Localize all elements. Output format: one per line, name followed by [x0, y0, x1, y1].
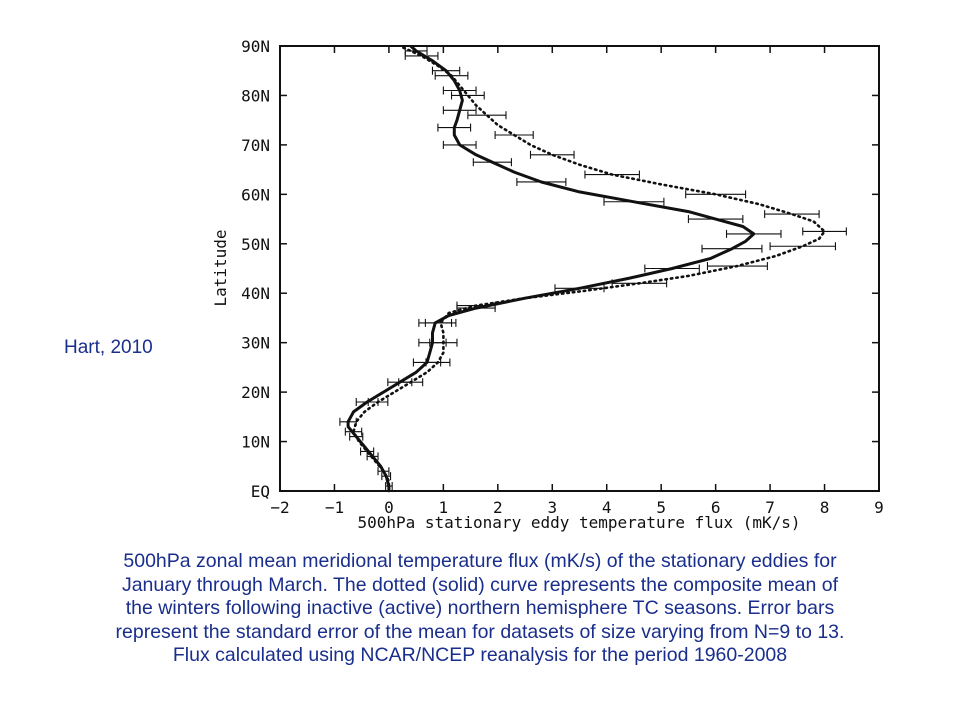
caption-line: 500hPa zonal mean meridional temperature…	[123, 550, 837, 572]
y-tick-label: 50N	[241, 235, 270, 254]
y-tick-label: 30N	[241, 334, 270, 353]
x-tick-label: 9	[874, 498, 884, 517]
x-tick-label: 5	[656, 498, 666, 517]
x-tick-label: −1	[325, 498, 344, 517]
x-tick-label: 6	[711, 498, 721, 517]
y-tick-label: 70N	[241, 136, 270, 155]
x-tick-label: 0	[384, 498, 394, 517]
x-axis-label: 500hPa stationary eddy temperature flux …	[357, 513, 800, 532]
y-tick-label: 10N	[241, 433, 270, 452]
x-tick-label: 3	[547, 498, 557, 517]
dotted-series	[344, 44, 847, 493]
plot-frame	[279, 45, 880, 492]
figure-caption: 500hPa zonal mean meridional temperature…	[20, 550, 940, 668]
x-tick-label: 2	[493, 498, 503, 517]
y-tick-label: 90N	[241, 37, 270, 56]
x-tick-label: 1	[439, 498, 449, 517]
y-tick-label: 40N	[241, 284, 270, 303]
caption-line: Flux calculated using NCAR/NCEP reanalys…	[172, 644, 788, 666]
solid-curve	[346, 44, 756, 491]
y-tick-label: 80N	[241, 86, 270, 105]
y-tick-label: 20N	[241, 383, 270, 402]
y-axis-ticks: EQ 10N 20N 30N 40N 50N 60N 70N 80N 90N	[241, 37, 879, 501]
caption-line: represent the standard error of the mean…	[115, 620, 845, 643]
dotted-curve	[352, 44, 826, 493]
series-layer	[339, 44, 847, 493]
citation-label: Hart, 2010	[64, 337, 153, 358]
x-axis-ticks: −2 −1 0 1 2 3 4 5 6 7 8 9	[270, 46, 884, 517]
y-tick-label: EQ	[251, 482, 270, 501]
caption-line: January through March. The dotted (solid…	[121, 573, 839, 596]
x-tick-label: 8	[820, 498, 830, 517]
y-tick-label: 60N	[241, 185, 270, 204]
solid-series	[339, 44, 782, 491]
caption-line: the winters following inactive (active) …	[125, 597, 835, 619]
y-axis-label: Latitude	[211, 229, 230, 306]
x-tick-label: 4	[602, 498, 612, 517]
x-tick-label: −2	[270, 498, 289, 517]
x-tick-label: 7	[765, 498, 775, 517]
